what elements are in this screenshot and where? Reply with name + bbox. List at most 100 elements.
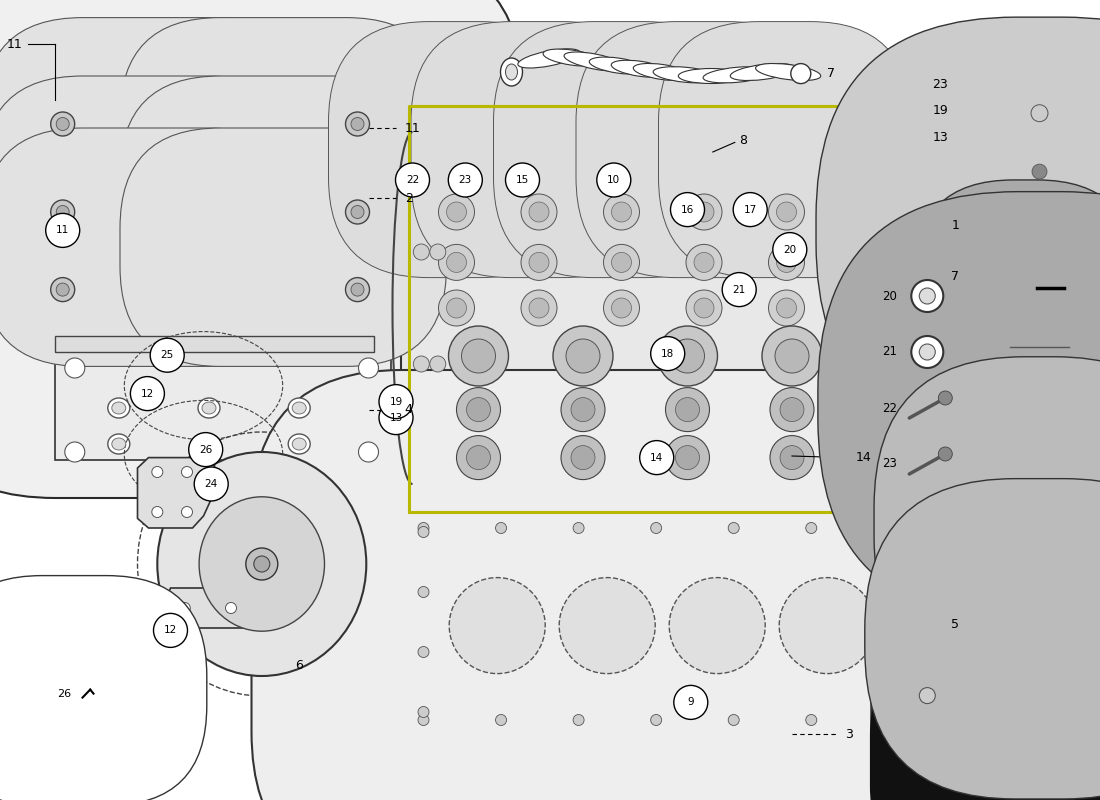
Circle shape <box>462 339 495 373</box>
Circle shape <box>604 290 639 326</box>
Text: 7: 7 <box>827 67 835 80</box>
Ellipse shape <box>293 402 306 414</box>
Circle shape <box>675 398 700 422</box>
Circle shape <box>529 253 549 272</box>
FancyBboxPatch shape <box>329 22 581 278</box>
Circle shape <box>56 206 69 218</box>
Circle shape <box>651 522 662 534</box>
Circle shape <box>447 202 466 222</box>
Text: 11: 11 <box>405 122 420 134</box>
FancyBboxPatch shape <box>871 574 1100 800</box>
Circle shape <box>345 112 370 136</box>
Ellipse shape <box>108 398 130 418</box>
Circle shape <box>883 522 894 534</box>
Circle shape <box>521 290 557 326</box>
Ellipse shape <box>198 434 220 454</box>
FancyBboxPatch shape <box>0 76 309 318</box>
Text: 23: 23 <box>459 175 472 185</box>
Circle shape <box>449 163 482 197</box>
Circle shape <box>777 253 796 272</box>
Circle shape <box>254 556 270 572</box>
Polygon shape <box>891 588 935 660</box>
Text: 6: 6 <box>295 659 302 672</box>
Text: 10: 10 <box>980 574 996 587</box>
Circle shape <box>911 679 944 712</box>
Polygon shape <box>402 100 908 516</box>
Circle shape <box>51 278 75 302</box>
Circle shape <box>379 401 412 434</box>
Text: 20: 20 <box>783 245 796 254</box>
Text: 4: 4 <box>405 403 412 416</box>
Circle shape <box>1031 105 1048 122</box>
Text: 23: 23 <box>882 458 898 470</box>
Circle shape <box>651 714 662 726</box>
Circle shape <box>1024 156 1055 187</box>
FancyBboxPatch shape <box>874 670 957 722</box>
Text: 15: 15 <box>980 282 996 295</box>
Circle shape <box>65 358 85 378</box>
Circle shape <box>359 442 378 462</box>
Circle shape <box>666 388 710 432</box>
Ellipse shape <box>506 64 517 80</box>
Ellipse shape <box>756 63 821 81</box>
Circle shape <box>439 290 474 326</box>
Circle shape <box>51 200 75 224</box>
FancyBboxPatch shape <box>0 576 207 800</box>
Circle shape <box>769 290 804 326</box>
Circle shape <box>1032 164 1047 179</box>
Text: 26: 26 <box>57 689 70 698</box>
Circle shape <box>359 358 378 378</box>
Circle shape <box>182 466 192 478</box>
Text: 26: 26 <box>199 445 212 454</box>
Circle shape <box>430 356 446 372</box>
Circle shape <box>456 388 501 432</box>
Circle shape <box>938 447 953 461</box>
Circle shape <box>51 112 75 136</box>
Circle shape <box>1023 97 1056 130</box>
Circle shape <box>131 377 164 410</box>
Ellipse shape <box>564 52 626 71</box>
Circle shape <box>777 298 796 318</box>
Circle shape <box>571 446 595 470</box>
Circle shape <box>561 388 605 432</box>
Circle shape <box>806 714 816 726</box>
Circle shape <box>521 245 557 280</box>
Circle shape <box>920 288 935 304</box>
Text: 18: 18 <box>980 106 996 120</box>
Ellipse shape <box>518 49 580 68</box>
Circle shape <box>466 398 491 422</box>
Circle shape <box>414 244 429 260</box>
Text: 3: 3 <box>845 728 853 741</box>
Ellipse shape <box>612 60 669 78</box>
Circle shape <box>777 202 796 222</box>
Circle shape <box>612 298 631 318</box>
Circle shape <box>351 283 364 296</box>
Text: 11: 11 <box>56 226 69 235</box>
Circle shape <box>686 194 722 230</box>
FancyBboxPatch shape <box>971 84 1090 668</box>
Circle shape <box>780 398 804 422</box>
Circle shape <box>496 522 507 534</box>
Circle shape <box>734 193 767 226</box>
Text: 24: 24 <box>205 479 218 489</box>
Ellipse shape <box>543 49 601 66</box>
Circle shape <box>529 202 549 222</box>
FancyBboxPatch shape <box>816 17 1100 443</box>
Ellipse shape <box>199 497 324 631</box>
Circle shape <box>566 339 600 373</box>
Ellipse shape <box>202 438 216 450</box>
Polygon shape <box>982 682 1046 726</box>
Text: 18: 18 <box>661 349 674 358</box>
Text: 11: 11 <box>7 38 22 50</box>
Circle shape <box>791 64 811 84</box>
Circle shape <box>418 526 429 538</box>
FancyBboxPatch shape <box>120 128 447 366</box>
Text: 21: 21 <box>882 346 898 358</box>
Circle shape <box>612 253 631 272</box>
FancyBboxPatch shape <box>0 128 309 366</box>
Circle shape <box>529 298 549 318</box>
Polygon shape <box>138 458 214 528</box>
Circle shape <box>418 714 429 726</box>
Ellipse shape <box>288 434 310 454</box>
Circle shape <box>496 714 507 726</box>
